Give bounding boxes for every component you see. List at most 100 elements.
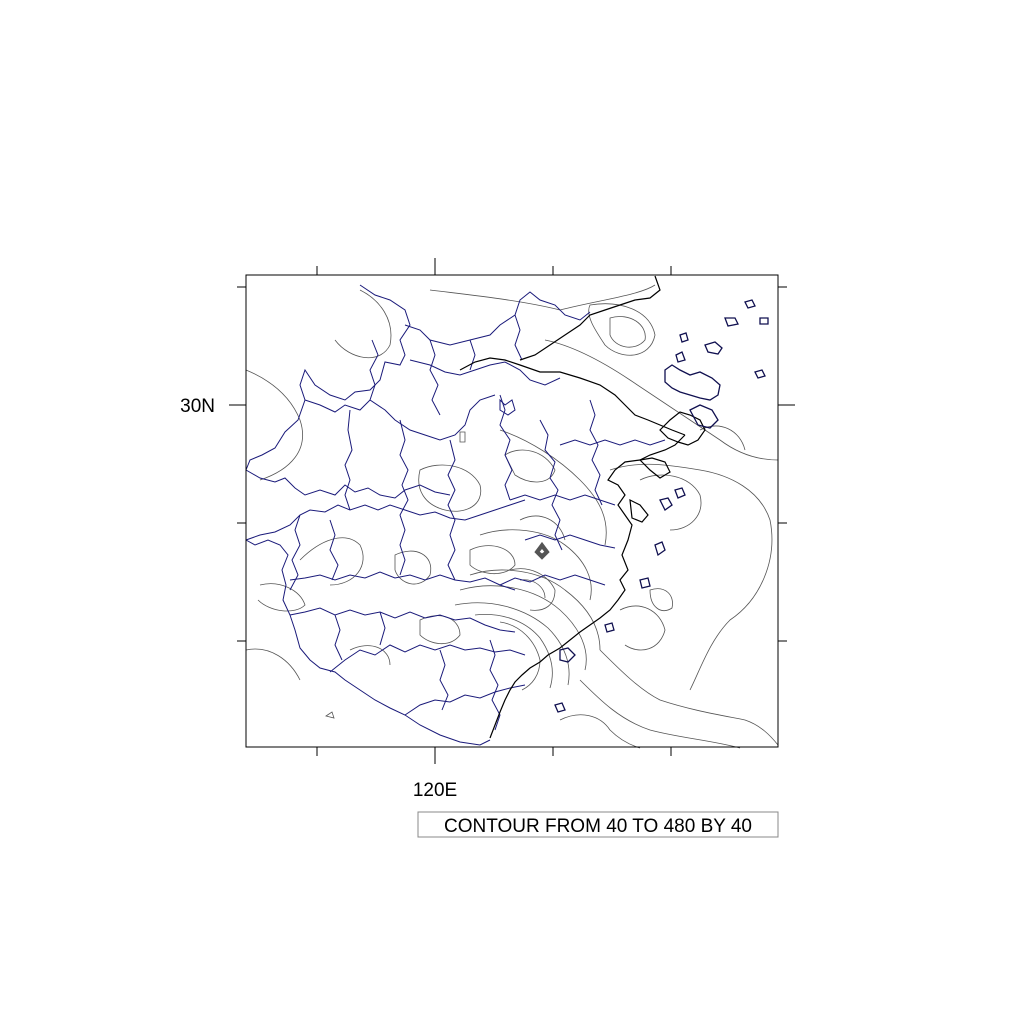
contour-line xyxy=(609,463,773,691)
island xyxy=(674,487,686,499)
county-border xyxy=(539,419,563,551)
contour-line xyxy=(519,515,566,541)
map-frame xyxy=(245,274,779,748)
peak-marker xyxy=(534,541,550,560)
contour-line xyxy=(599,649,779,746)
coast-line xyxy=(519,275,661,361)
tick-marks xyxy=(229,258,795,764)
island xyxy=(759,317,769,325)
county-border xyxy=(304,394,496,441)
contour-line xyxy=(454,602,570,686)
coast-line xyxy=(638,457,671,479)
contour-line xyxy=(639,474,702,531)
county-border xyxy=(329,644,526,673)
contour-line xyxy=(609,316,646,348)
river-line xyxy=(459,357,686,436)
county-border xyxy=(245,469,451,499)
contour-line xyxy=(325,711,335,719)
contour-line xyxy=(619,605,666,651)
island xyxy=(744,299,756,309)
contour-line xyxy=(245,648,301,681)
contour-lines xyxy=(245,284,779,749)
contour-peak xyxy=(534,541,550,560)
county-border xyxy=(344,409,353,511)
county-border xyxy=(289,514,301,591)
contour-line xyxy=(504,449,556,483)
island xyxy=(559,647,576,663)
county-border xyxy=(469,339,476,371)
county-border xyxy=(429,339,441,416)
lat-label: 30N xyxy=(180,396,215,417)
contour-line xyxy=(519,579,546,599)
county-border xyxy=(439,649,449,711)
contour-info-box: CONTOUR FROM 40 TO 480 BY 40 xyxy=(417,811,779,838)
contour-line xyxy=(559,714,641,749)
county-border xyxy=(589,399,603,506)
contour-line xyxy=(544,339,779,461)
contour-line xyxy=(459,585,587,671)
county-border xyxy=(289,607,516,633)
coast-line xyxy=(489,434,686,739)
contour-line xyxy=(649,588,673,612)
contour-line xyxy=(334,289,392,359)
contour-line xyxy=(479,529,592,601)
county-border xyxy=(245,499,526,541)
county-border xyxy=(499,398,516,416)
contour-line xyxy=(579,679,741,749)
county-border xyxy=(404,684,526,716)
island xyxy=(704,341,723,355)
county-border xyxy=(329,519,339,581)
contour-line xyxy=(245,369,303,481)
contour-line xyxy=(588,303,656,356)
island xyxy=(689,404,719,429)
contour-line xyxy=(474,614,553,689)
contour-line xyxy=(257,583,306,612)
coast-line xyxy=(629,498,649,523)
county-border xyxy=(334,614,343,661)
island xyxy=(639,577,651,589)
contour-info-label: CONTOUR FROM 40 TO 480 BY 40 xyxy=(444,816,752,837)
contour-line xyxy=(349,645,391,666)
county-border xyxy=(409,359,561,386)
island xyxy=(659,497,673,511)
info-box-frame xyxy=(417,811,779,838)
contour-line xyxy=(459,431,466,443)
admin-boundaries xyxy=(245,284,666,746)
province-outline xyxy=(245,284,411,471)
island xyxy=(724,317,739,327)
lon-label: 120E xyxy=(413,780,457,801)
contour-line xyxy=(499,621,541,691)
coast-line xyxy=(659,411,706,446)
contour-line xyxy=(499,429,607,546)
county-border xyxy=(524,534,616,549)
province-outline xyxy=(245,539,491,746)
island xyxy=(654,541,666,557)
county-border xyxy=(559,439,666,446)
county-border xyxy=(399,419,409,576)
offshore-islands xyxy=(554,299,769,713)
island xyxy=(675,351,686,363)
contour-line xyxy=(469,569,601,651)
county-border xyxy=(509,494,616,506)
coastline xyxy=(459,275,706,739)
county-border xyxy=(369,339,379,401)
island xyxy=(664,364,721,401)
peak-marker xyxy=(536,544,548,557)
island xyxy=(754,369,766,379)
contour-line xyxy=(699,425,746,451)
island xyxy=(679,332,689,343)
island xyxy=(554,702,566,713)
contour-line xyxy=(429,284,656,311)
contour-line xyxy=(394,550,432,585)
county-border xyxy=(379,611,386,646)
county-border xyxy=(289,571,516,591)
contour-line xyxy=(469,545,516,575)
county-border xyxy=(447,439,456,581)
contour-line xyxy=(299,537,364,586)
county-border xyxy=(499,574,606,586)
island xyxy=(604,622,615,633)
contour-line xyxy=(418,464,482,512)
county-border xyxy=(514,314,523,361)
county-border xyxy=(489,639,501,731)
